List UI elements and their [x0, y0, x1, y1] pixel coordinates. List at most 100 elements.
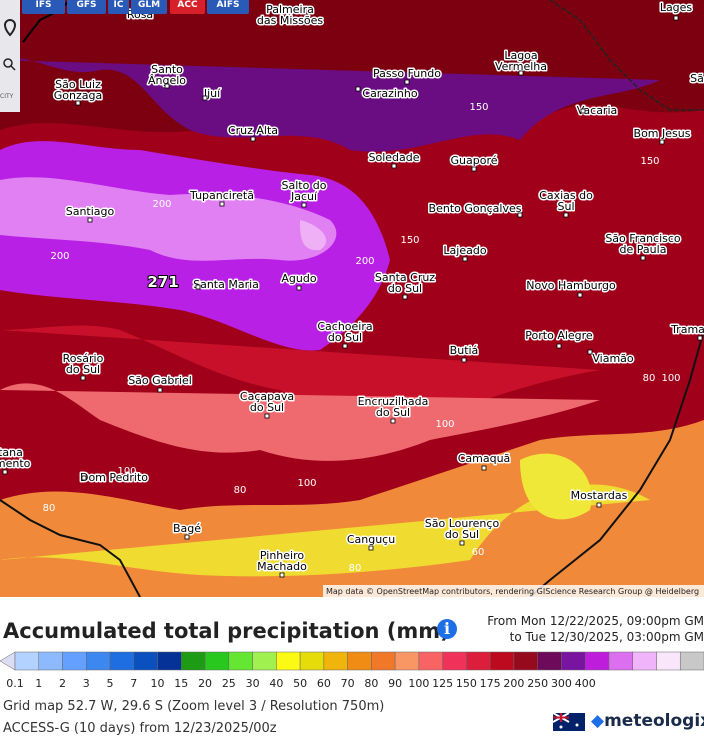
contour-label: 60 [472, 547, 485, 558]
legend-swatch [584, 651, 610, 671]
city-label: Sul [557, 200, 574, 213]
city-label: do Sul [388, 282, 422, 295]
legend-label: 25 [222, 677, 236, 690]
city-label: Gonzaga [54, 89, 102, 102]
city-label: São Francisco [605, 232, 681, 245]
city-marker [157, 387, 163, 393]
city-label: do Sul [376, 406, 410, 419]
legend-swatch [14, 651, 40, 671]
city-label: Sã [690, 72, 704, 85]
city-marker [75, 100, 81, 106]
city-label: Camaquã [458, 452, 511, 465]
date-from: From Mon 12/22/2025, 09:00pm GM [487, 614, 704, 628]
city-marker [80, 375, 86, 381]
legend-swatch [299, 651, 325, 671]
legend-swatch [62, 651, 87, 671]
legend-label: 100 [408, 677, 429, 690]
model-button[interactable] [67, 0, 106, 14]
legend-label: 10 [151, 677, 165, 690]
city-label: Santa Maria [193, 278, 259, 291]
city-label: ramento [0, 457, 31, 470]
city-marker [459, 540, 465, 546]
city-marker [2, 469, 8, 475]
city-label: ntana [0, 446, 23, 459]
legend-label: 90 [388, 677, 402, 690]
brand: ◆meteologix.c [591, 711, 704, 731]
city-label: Encruzilhada [358, 395, 429, 408]
city-label: Rosário [63, 352, 104, 365]
city-marker [481, 465, 487, 471]
legend-label: 125 [432, 677, 453, 690]
city-marker [81, 475, 87, 481]
legend-swatch [608, 651, 633, 671]
attribution-bg [323, 585, 704, 597]
legend-swatch [489, 651, 515, 671]
zoom-icon[interactable] [3, 58, 13, 68]
model-button[interactable] [108, 0, 129, 14]
city-label: Novo Hamburgo [526, 279, 616, 292]
city-label: Passo Fundo [373, 67, 441, 80]
city-marker [659, 139, 665, 145]
legend-label: 400 [575, 677, 596, 690]
legend-swatch [204, 651, 230, 671]
city-label: São Lourenço [425, 517, 500, 530]
model-button-label: IC [114, 0, 124, 10]
city-marker [264, 413, 270, 419]
legend-label: 80 [364, 677, 378, 690]
model-info: ACCESS-G (10 days) from 12/23/2025/00z [3, 721, 277, 736]
model-buttons: IFS GFS IC GLM ACC AIFS [22, 0, 249, 14]
contour-label: 150 [640, 156, 659, 167]
model-button[interactable] [170, 0, 205, 14]
city-label: do Sul [328, 331, 362, 344]
legend-swatch [228, 651, 253, 671]
model-button-label: ACC [177, 0, 198, 10]
contour-labels: 200 200 200 150 150 150 100 100 100 100 80 80 80 80 60 [43, 102, 681, 574]
contour-label: 150 [469, 102, 488, 113]
legend-label: 7 [130, 677, 137, 690]
model-button-label: IFS [36, 0, 52, 10]
city-label: São Luiz [55, 78, 101, 91]
contour-label: 200 [50, 251, 69, 262]
city-marker [462, 256, 468, 262]
legend-swatch [181, 651, 206, 671]
contour-label: 100 [435, 419, 454, 430]
side-label: CITY [0, 93, 14, 100]
city-label: Lagoa [504, 49, 537, 62]
legend-swatch [513, 651, 538, 671]
city-marker [195, 284, 201, 290]
city-marker [404, 79, 410, 85]
legend-swatch [276, 651, 301, 671]
model-button-label: GFS [76, 0, 96, 10]
legend-label: 40 [269, 677, 283, 690]
legend-swatch [133, 651, 158, 671]
contour-label: 80 [43, 503, 56, 514]
legend-label: 5 [107, 677, 114, 690]
city-label: do Sul [66, 363, 100, 376]
info-icon[interactable]: i [437, 619, 457, 639]
title: Accumulated total precipitation (mm) [3, 619, 450, 643]
model-button[interactable] [207, 0, 249, 14]
city-label: Caçapava [240, 390, 294, 403]
locate-icon[interactable] [3, 19, 17, 37]
city-marker [219, 201, 225, 207]
legend-swatch [38, 651, 63, 671]
model-button[interactable] [131, 0, 167, 14]
city-label: Viamão [592, 352, 634, 365]
info-panel: Accumulated total precipitation (mm) i F… [0, 597, 704, 739]
city-marker [301, 202, 307, 208]
contour-label: 80 [234, 485, 247, 496]
city-marker [673, 15, 679, 21]
city-marker [342, 343, 348, 349]
model-button[interactable] [22, 0, 65, 14]
legend: 0.1 1 2 3 5 7 10 15 20 25 30 40 50 60 70 80 90 100 125 150 1… [0, 651, 704, 690]
legend-swatch [157, 651, 182, 671]
legend-swatch [252, 651, 277, 671]
date-to: to Tue 12/30/2025, 03:00pm GM [509, 630, 704, 644]
legend-label: 300 [551, 677, 572, 690]
city-label: Salto do [281, 179, 326, 192]
city-marker [391, 163, 397, 169]
city-label: Cruz Alta [228, 124, 278, 137]
legend-label: 2 [59, 677, 66, 690]
city-label: Vermelha [495, 60, 547, 73]
legend-swatch [679, 651, 704, 671]
